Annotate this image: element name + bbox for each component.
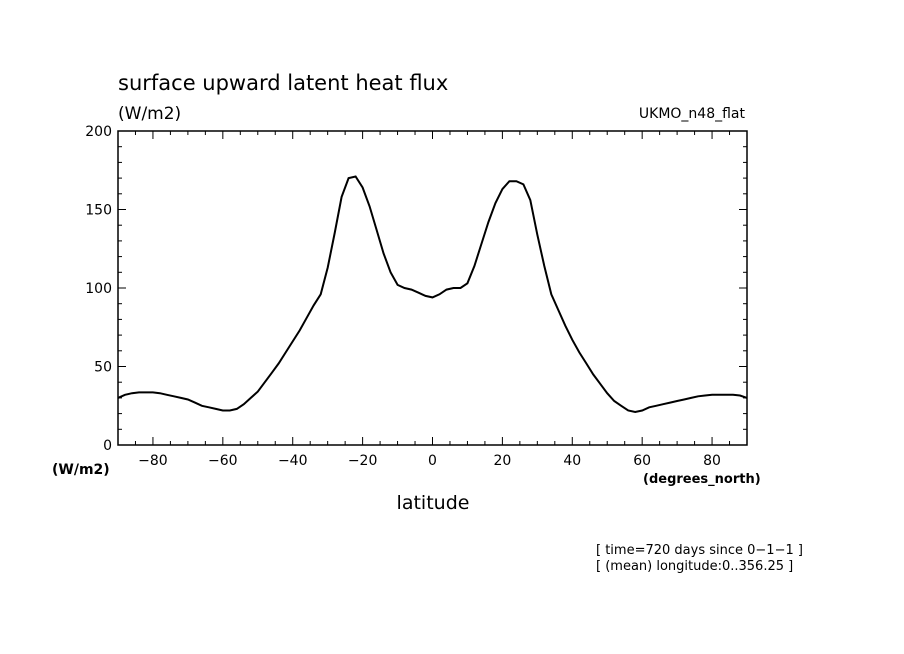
- y-axis-tick-labels: 0 50 100 150 200: [85, 124, 112, 454]
- y-tick-label: 50: [94, 360, 112, 376]
- x-tick-label: −20: [348, 453, 378, 469]
- x-tick-label: 80: [703, 453, 721, 469]
- y-tick-label: 200: [85, 124, 112, 140]
- x-axis-tick-labels: −80 −60 −40 −20 0 20 40 60 80: [138, 453, 721, 469]
- plot-frame: [117, 130, 748, 446]
- x-tick-label: 40: [563, 453, 581, 469]
- x-axis-label: latitude: [397, 492, 470, 514]
- series-line: [117, 175, 748, 414]
- annotation-time: [ time=720 days since 0−1−1 ]: [596, 543, 803, 558]
- x-tick-label: 20: [493, 453, 511, 469]
- y-axis-ticks: [118, 130, 747, 446]
- annotation-longitude: [ (mean) longitude:0..356.25 ]: [596, 559, 793, 574]
- y-units-label: (W/m2): [52, 462, 110, 478]
- x-tick-label: −40: [278, 453, 308, 469]
- units-label: (W/m2): [118, 104, 181, 124]
- y-tick-label: 0: [103, 438, 112, 454]
- y-tick-label: 150: [85, 203, 112, 219]
- x-axis-ticks: [117, 131, 748, 445]
- x-tick-label: 60: [633, 453, 651, 469]
- chart-title: surface upward latent heat flux: [118, 71, 448, 95]
- y-tick-label: 100: [85, 281, 112, 297]
- x-tick-label: −80: [138, 453, 168, 469]
- x-units-label: (degrees_north): [643, 472, 761, 487]
- x-tick-label: 0: [428, 453, 437, 469]
- x-tick-label: −60: [208, 453, 238, 469]
- model-label: UKMO_n48_flat: [639, 106, 746, 122]
